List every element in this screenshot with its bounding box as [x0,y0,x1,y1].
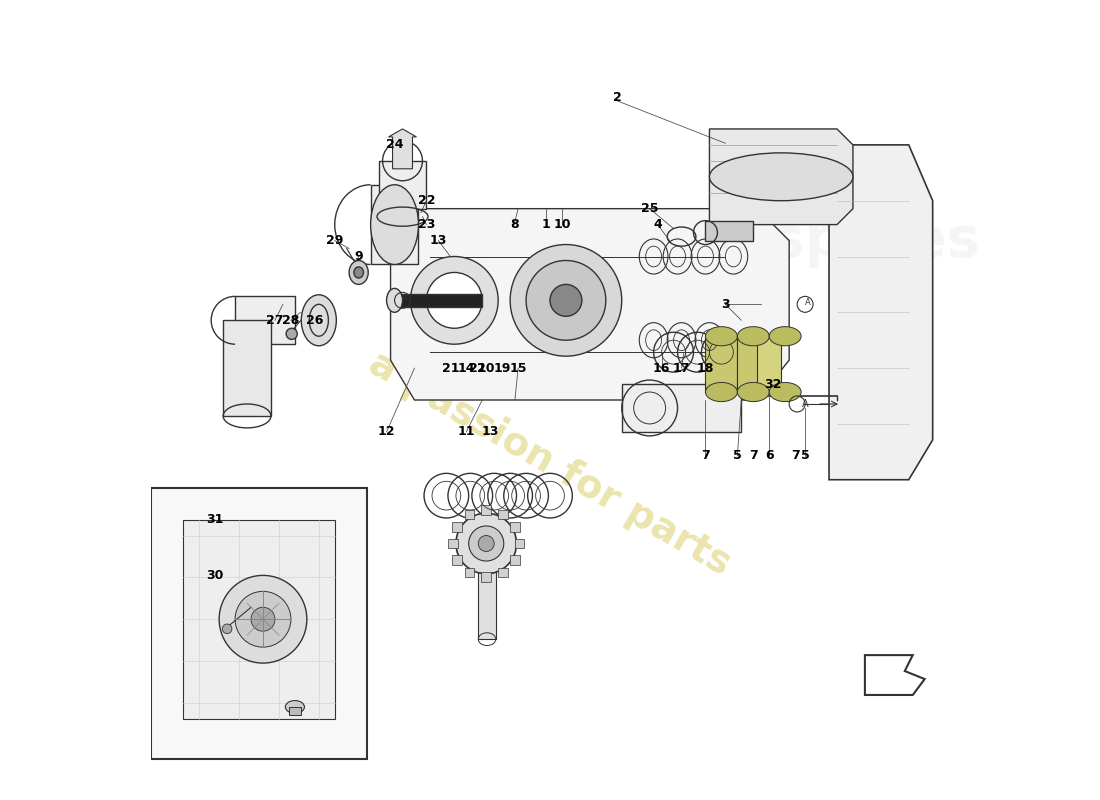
Text: 2: 2 [614,90,623,103]
Text: 8: 8 [509,218,518,231]
Ellipse shape [219,575,307,663]
Ellipse shape [285,701,305,714]
Text: 25: 25 [641,202,659,215]
Bar [737,336,769,392]
Ellipse shape [354,267,363,278]
Ellipse shape [705,326,737,346]
Ellipse shape [737,382,769,402]
Text: 5: 5 [733,450,741,462]
Text: 16: 16 [653,362,670,374]
Bar [452,555,462,565]
Text: 31: 31 [207,513,224,526]
Polygon shape [865,655,925,695]
Text: 7: 7 [701,450,710,462]
Text: 15: 15 [509,362,527,374]
Ellipse shape [301,294,337,346]
Text: 26: 26 [306,314,323,326]
Text: 14: 14 [458,362,475,374]
Ellipse shape [427,273,482,328]
Bar [705,221,754,241]
FancyBboxPatch shape [152,488,366,758]
Text: A: A [402,294,408,303]
Ellipse shape [510,245,622,356]
Bar [510,522,520,531]
Bar [448,538,458,548]
Polygon shape [235,296,295,344]
Bar [482,506,491,515]
Text: 9: 9 [354,250,363,263]
Ellipse shape [705,382,737,402]
Ellipse shape [469,526,504,561]
Ellipse shape [737,326,769,346]
Text: 12: 12 [377,426,395,438]
Text: 21: 21 [441,362,459,374]
Text: A: A [804,298,811,307]
Polygon shape [184,519,334,719]
Polygon shape [378,161,427,209]
Text: 11: 11 [458,426,475,438]
Text: 22: 22 [418,194,436,207]
Ellipse shape [478,535,494,551]
Bar [515,538,525,548]
Text: 30: 30 [207,569,224,582]
Polygon shape [621,384,741,432]
Text: 24: 24 [386,138,404,151]
Text: 29: 29 [326,234,343,247]
Text: 18: 18 [696,362,714,374]
Bar [757,336,781,392]
Bar [478,543,496,639]
Bar [395,294,482,306]
Ellipse shape [526,261,606,340]
Text: 7: 7 [749,450,758,462]
Ellipse shape [710,153,852,201]
Bar [464,510,474,519]
Text: 13: 13 [482,426,499,438]
Ellipse shape [769,382,801,402]
Ellipse shape [550,285,582,316]
Text: 17: 17 [673,362,691,374]
Bar [452,522,462,531]
Bar [464,568,474,578]
Text: a passion for parts: a passion for parts [362,344,738,583]
Text: 27: 27 [266,314,284,326]
Text: 1: 1 [541,218,550,231]
Text: 32: 32 [764,378,782,390]
Text: 19: 19 [494,362,510,374]
Text: 10: 10 [553,218,571,231]
Ellipse shape [222,624,232,634]
Text: 23: 23 [418,218,436,231]
Ellipse shape [410,257,498,344]
Bar [288,707,301,715]
Ellipse shape [235,591,290,647]
Text: eurospares: eurospares [629,214,980,267]
Text: 20: 20 [477,362,495,374]
Bar [482,572,491,582]
Text: 28: 28 [283,314,299,326]
Bar [498,568,508,578]
Polygon shape [390,209,789,400]
Text: A: A [802,399,808,409]
Ellipse shape [371,185,418,265]
Bar [223,320,271,416]
Bar [371,185,418,265]
Ellipse shape [251,607,275,631]
Text: 21: 21 [470,362,487,374]
Ellipse shape [455,514,517,574]
Polygon shape [710,129,852,225]
Text: 5: 5 [801,450,810,462]
Polygon shape [829,145,933,480]
Ellipse shape [286,328,297,339]
Text: 13: 13 [430,234,447,247]
Ellipse shape [349,261,368,285]
Text: 3: 3 [722,298,729,311]
FancyArrow shape [388,129,417,169]
Ellipse shape [769,326,801,346]
Bar [498,510,508,519]
Text: 4: 4 [653,218,662,231]
Text: 7: 7 [791,450,800,462]
Bar [705,336,737,392]
Bar [510,555,520,565]
Text: 6: 6 [764,450,773,462]
Ellipse shape [386,288,403,312]
